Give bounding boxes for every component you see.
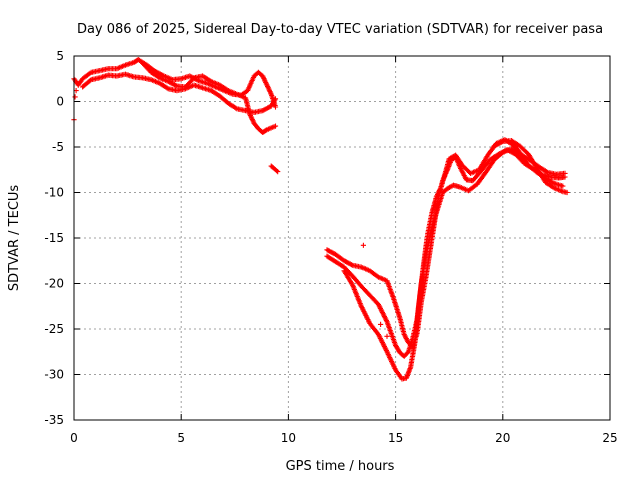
series-track-C [140, 60, 279, 135]
series-track-H [491, 138, 570, 196]
series-track-B [80, 71, 279, 115]
y-tick-label: -35 [44, 413, 64, 427]
data-points [71, 57, 570, 382]
x-tick-label: 10 [281, 431, 296, 445]
y-tick-label: -20 [44, 277, 64, 291]
series-marks [140, 60, 279, 135]
x-tick-label: 5 [177, 431, 185, 445]
axis-ticks: 0 5 10 15 20 25 5 0 -5 -10 -15 -20 -25 -30 -35 [44, 49, 617, 445]
x-tick-label: 15 [388, 431, 403, 445]
x-tick-label: 0 [70, 431, 78, 445]
series-marks [341, 137, 568, 382]
series-marks [268, 163, 281, 175]
chart-title: Day 086 of 2025, Sidereal Day-to-day VTE… [77, 22, 603, 37]
x-axis-label: GPS time / hours [286, 459, 395, 474]
y-tick-label: -5 [52, 140, 64, 154]
y-tick-label: 0 [56, 95, 64, 109]
series-marks [80, 71, 279, 115]
series-marks [491, 138, 570, 196]
y-tick-label: -10 [44, 186, 64, 200]
series-track-D [268, 163, 281, 175]
x-tick-label: 25 [602, 431, 617, 445]
y-tick-label: -15 [44, 231, 64, 245]
series-track-G [341, 137, 568, 382]
y-tick-label: -30 [44, 368, 64, 382]
y-tick-label: -25 [44, 322, 64, 336]
x-tick-label: 20 [495, 431, 510, 445]
y-tick-label: 5 [56, 49, 64, 63]
y-axis-label: SDTVAR / TECUs [7, 185, 22, 292]
